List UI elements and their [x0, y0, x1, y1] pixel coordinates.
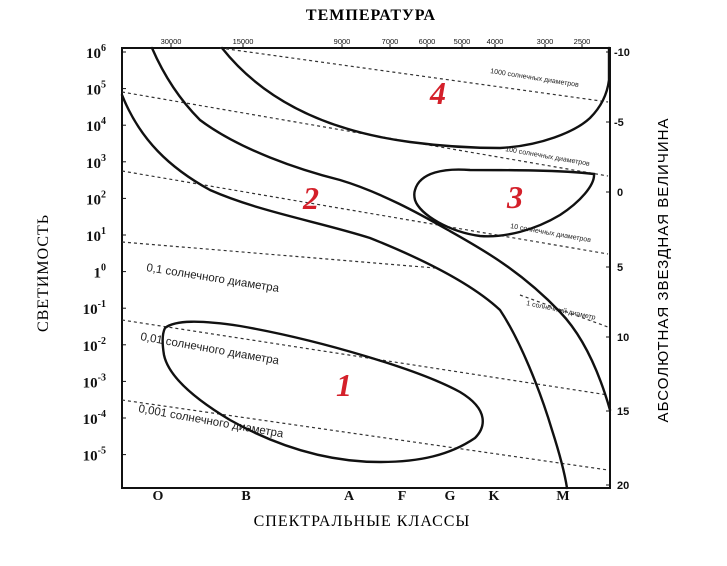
region-1-number: 1: [336, 367, 352, 403]
mag-tick-20: 20: [617, 480, 629, 492]
luminosity-tick-label: 106: [86, 43, 106, 62]
temp-tick-30000: 30000: [161, 37, 182, 46]
left-axis-title: СВЕТИМОСТЬ: [35, 214, 52, 332]
region-4-number: 4: [429, 75, 446, 111]
temp-tick-2500: 2500: [574, 37, 591, 46]
mag-tick-0: 0: [617, 187, 623, 199]
region-2-upper-boundary: [150, 46, 612, 412]
diameter-lines: [121, 47, 609, 471]
temp-tick-6000: 6000: [419, 37, 436, 46]
luminosity-tick-label: 10-2: [83, 336, 106, 355]
temp-tick-5000: 5000: [454, 37, 471, 46]
diameter-label-001-a: 0,01 солнечного диаметра: [139, 331, 280, 367]
luminosity-tick-label: 10-5: [83, 446, 106, 465]
region-1-boundary: [161, 320, 484, 464]
diameter-line-1000: [219, 47, 609, 103]
spectral-tick-M: M: [556, 489, 569, 504]
spectral-tick-G: G: [445, 489, 456, 504]
mag-tick-15: 15: [617, 406, 629, 418]
top-axis-title: ТЕМПЕРАТУРА: [306, 7, 436, 24]
diameter-label-100: 100 солнечных диаметров: [505, 146, 591, 168]
spectral-tick-F: F: [398, 489, 407, 504]
luminosity-tick-label: 105: [86, 80, 106, 99]
spectral-tick-A: A: [344, 489, 355, 504]
luminosity-tick-label: 10-1: [83, 299, 106, 318]
diameter-line-001: [121, 399, 609, 471]
region-3-boundary: [413, 168, 596, 238]
spectral-tick-K: K: [489, 489, 500, 504]
diameter-label-01: 0,1 солнечного диаметра: [146, 262, 281, 295]
diameter-line-01: [121, 319, 609, 396]
mag-tick-minus10: -10: [614, 47, 630, 59]
region-4-boundary: [220, 46, 611, 150]
temp-tick-7000: 7000: [382, 37, 399, 46]
temp-tick-3000: 3000: [537, 37, 554, 46]
luminosity-tick-label: 101: [86, 226, 106, 245]
diameter-label-1000: 1000 солнечных диаметров: [490, 68, 580, 89]
diameter-line-10: [121, 170, 609, 255]
diameter-line-1: [121, 241, 436, 269]
luminosity-tick-label: 102: [86, 189, 106, 208]
luminosity-tick-label: 10-3: [83, 372, 106, 391]
temp-tick-15000: 15000: [233, 37, 254, 46]
mag-tick-5: 5: [617, 262, 623, 274]
diameter-label-1: 1 солнечный диаметр: [526, 299, 597, 322]
luminosity-tick-label: 10: [94, 263, 107, 282]
luminosity-tick-label: 103: [86, 153, 106, 172]
diameter-line-1b: [519, 294, 609, 328]
temp-tick-9000: 9000: [334, 37, 351, 46]
luminosity-tick-label: 104: [86, 116, 106, 135]
spectral-tick-B: B: [241, 489, 250, 504]
region-2-lower-boundary: [120, 93, 569, 490]
temp-tick-4000: 4000: [487, 37, 504, 46]
luminosity-ticks: 106 105 104 103 102 101 10 10-1 10-2 10-3 10-4 10-5: [83, 43, 126, 465]
spectral-tick-O: O: [153, 489, 164, 504]
mag-tick-10: 10: [617, 332, 629, 344]
luminosity-tick-label: 10-4: [83, 409, 106, 428]
region-2-number: 2: [302, 180, 319, 216]
region-3-number: 3: [506, 179, 523, 215]
mag-tick-minus5: -5: [614, 117, 624, 129]
diameter-label-10: 10 солнечных диаметров: [510, 223, 592, 244]
right-axis-title: АБСОЛЮТНАЯ ЗВЕЗДНАЯ ВЕЛИЧИНА: [655, 118, 672, 423]
bottom-axis-title: СПЕКТРАЛЬНЫЕ КЛАССЫ: [254, 513, 471, 530]
